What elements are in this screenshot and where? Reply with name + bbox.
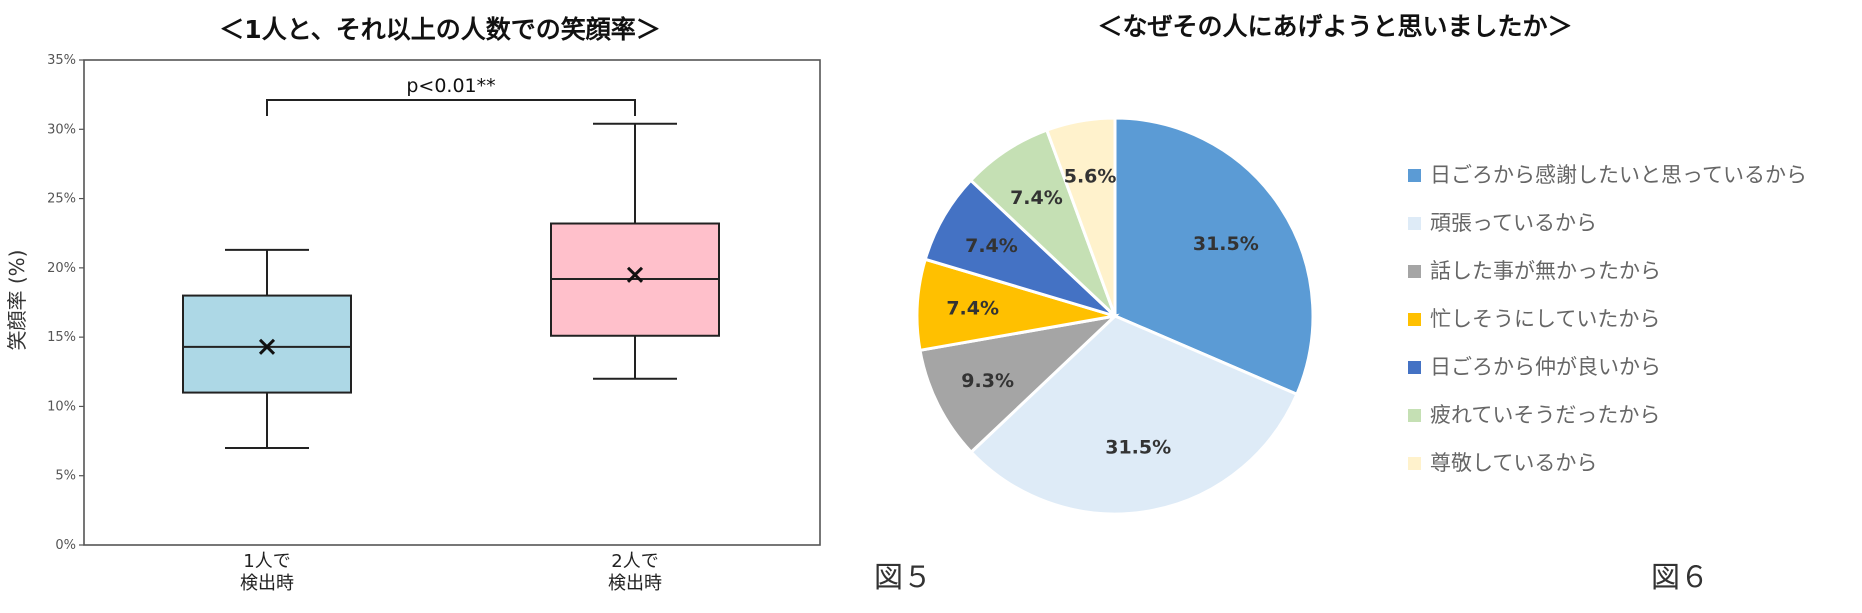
y-axis: 0% 5% 10% 15% 20% 25% 30% 35% bbox=[47, 53, 84, 553]
legend-swatch bbox=[1408, 265, 1421, 278]
pie-slice bbox=[1113, 116, 1315, 397]
x-axis: 1人で検出時 2人で検出時 bbox=[240, 551, 662, 594]
legend-label: 日ごろから仲が良いから bbox=[1430, 355, 1661, 379]
pie-data-label: 5.6% bbox=[1064, 166, 1117, 188]
box-2 bbox=[550, 122, 720, 380]
legend-swatch bbox=[1408, 217, 1421, 230]
y-tick-label: 0% bbox=[55, 538, 76, 553]
x-category-label: 1人で検出時 bbox=[240, 551, 294, 594]
figure5-caption: 図５ bbox=[874, 560, 932, 594]
legend-label: 疲れていそうだったから bbox=[1430, 403, 1660, 427]
pie-legend: 日ごろから感謝したいと思っているから頑張っているから話した事が無かったから忙しそ… bbox=[1408, 163, 1807, 475]
pie-figure: ＜なぜその人にあげようと思いましたか＞ 31.5% 31.5% 9.3% 7.4% 7.… bbox=[915, 12, 1807, 594]
pie-data-labels: 31.5%31.5%9.3%7.4%7.4%7.4%5.6% bbox=[946, 166, 1258, 459]
legend-swatch bbox=[1408, 457, 1421, 470]
y-tick-label: 30% bbox=[47, 122, 76, 137]
y-tick-label: 10% bbox=[47, 399, 76, 414]
boxplot-figure: ＜1人と、それ以上の人数での笑顔率＞ 0% 5% 10% 15% 20% 25% 30% 35… bbox=[5, 15, 932, 594]
pie-data-label: 31.5% bbox=[1105, 437, 1171, 459]
boxplot-title: ＜1人と、それ以上の人数での笑顔率＞ bbox=[219, 15, 660, 44]
pie-slices bbox=[915, 116, 1315, 516]
boxes bbox=[182, 122, 720, 449]
pie-slice bbox=[918, 313, 1120, 455]
mean-marker bbox=[258, 338, 276, 355]
legend-label: 尊敬しているから bbox=[1430, 451, 1597, 475]
legend-label: 話した事が無かったから bbox=[1430, 259, 1661, 283]
legend-swatch bbox=[1408, 409, 1421, 422]
pie-data-label: 9.3% bbox=[961, 370, 1014, 392]
significance-bracket: p<0.01** bbox=[266, 75, 636, 116]
figure6-caption: 図６ bbox=[1651, 560, 1709, 594]
mean-marker bbox=[626, 266, 644, 283]
pie-slice bbox=[969, 314, 1299, 516]
y-tick-label: 5% bbox=[55, 469, 76, 484]
legend-label: 忙しそうにしていたから bbox=[1430, 307, 1660, 331]
bracket-line bbox=[266, 99, 636, 116]
pie-data-label: 7.4% bbox=[1010, 187, 1063, 209]
legend-swatch bbox=[1408, 313, 1421, 326]
pie-title: ＜なぜその人にあげようと思いましたか＞ bbox=[1097, 12, 1572, 41]
box-1 bbox=[182, 248, 352, 449]
significance-label: p<0.01** bbox=[406, 75, 495, 97]
y-tick-label: 15% bbox=[47, 330, 76, 345]
legend-label: 日ごろから感謝したいと思っているから bbox=[1430, 163, 1807, 187]
pie-data-label: 7.4% bbox=[965, 235, 1018, 257]
legend-swatch bbox=[1408, 169, 1421, 182]
pie-data-label: 31.5% bbox=[1193, 233, 1259, 255]
y-tick-label: 25% bbox=[47, 192, 76, 207]
legend-swatch bbox=[1408, 361, 1421, 374]
pie-data-label: 7.4% bbox=[946, 298, 999, 320]
pie-slice bbox=[1044, 116, 1117, 317]
x-category-label: 2人で検出時 bbox=[608, 551, 662, 594]
iqr-box bbox=[182, 294, 352, 394]
y-tick-label: 20% bbox=[47, 261, 76, 276]
y-axis-label: 笑顔率 (%) bbox=[5, 250, 29, 351]
y-tick-label: 35% bbox=[47, 53, 76, 68]
legend-label: 頑張っているから bbox=[1430, 211, 1597, 235]
